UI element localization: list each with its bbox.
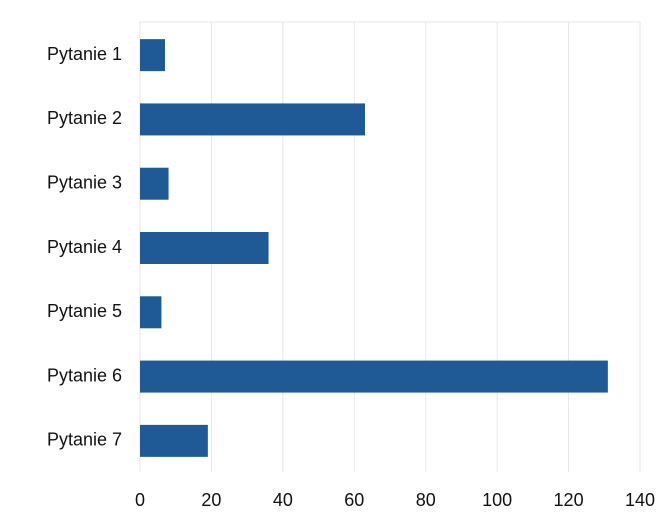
category-label: Pytanie 5 (47, 301, 122, 321)
category-label: Pytanie 4 (47, 237, 122, 257)
x-tick-label: 40 (273, 490, 293, 510)
x-tick-label: 140 (625, 490, 655, 510)
x-axis-tick-labels: 0 20 40 60 80 100 120 140 (135, 490, 655, 510)
bar (140, 296, 162, 329)
x-tick-label: 0 (135, 490, 145, 510)
bar (140, 232, 269, 264)
category-label: Pytanie 7 (47, 430, 122, 450)
x-tick-label: 20 (201, 490, 221, 510)
x-tick-label: 100 (482, 490, 512, 510)
x-tick-label: 60 (344, 490, 364, 510)
bars (140, 39, 608, 457)
x-tick-label: 80 (416, 490, 436, 510)
category-labels: Pytanie 1 Pytanie 2 Pytanie 3 Pytanie 4 Pyta… (47, 44, 122, 450)
bar (140, 360, 608, 393)
grid-lines (139, 21, 641, 472)
category-label: Pytanie 1 (47, 44, 122, 64)
category-label: Pytanie 6 (47, 365, 122, 385)
x-tick-label: 120 (554, 490, 584, 510)
category-label: Pytanie 3 (47, 172, 122, 192)
bar (140, 167, 169, 200)
bar (140, 103, 365, 136)
bar (140, 39, 165, 72)
bar (140, 424, 208, 457)
category-label: Pytanie 2 (47, 108, 122, 128)
